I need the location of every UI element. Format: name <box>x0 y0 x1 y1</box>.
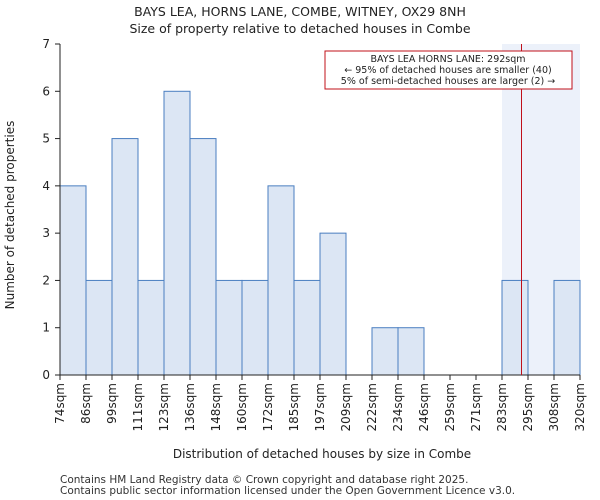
x-tick-label: 209sqm <box>339 383 353 431</box>
bar-160sqm <box>241 279 269 376</box>
x-tick-label: 123sqm <box>157 383 171 431</box>
x-tick-label: 222sqm <box>365 383 379 431</box>
bar-197sqm <box>319 232 347 376</box>
y-tick-label: 5 <box>42 132 50 146</box>
x-tick-label: 295sqm <box>521 383 535 431</box>
bar-111sqm <box>137 279 165 376</box>
bar-136sqm <box>189 138 217 376</box>
bar-74sqm <box>59 185 87 376</box>
y-tick-label: 4 <box>42 179 50 193</box>
annotation-line-1: BAYS LEA HORNS LANE: 292sqm <box>370 54 525 65</box>
bar-283sqm <box>501 279 529 376</box>
y-axis-label: Number of detached properties <box>3 121 17 310</box>
x-tick-label: 197sqm <box>313 383 327 431</box>
bar-308sqm <box>553 279 581 376</box>
x-tick-label: 136sqm <box>183 383 197 431</box>
chart-subtitle: Size of property relative to detached ho… <box>129 21 471 36</box>
footer-line-2: Contains public sector information licen… <box>60 485 516 497</box>
bar-185sqm <box>293 279 321 376</box>
annotation-line-2: ← 95% of detached houses are smaller (40… <box>344 65 551 76</box>
bar-148sqm <box>215 279 243 376</box>
y-tick-label: 6 <box>42 84 50 98</box>
bar-99sqm <box>111 138 139 376</box>
x-tick-label: 259sqm <box>443 383 457 431</box>
x-tick-label: 86sqm <box>79 383 93 424</box>
bar-86sqm <box>85 279 113 376</box>
y-tick-label: 1 <box>42 321 50 335</box>
x-tick-label: 160sqm <box>235 383 249 431</box>
annotation-box <box>324 50 573 90</box>
bar-123sqm <box>163 90 191 376</box>
bar-234sqm <box>397 327 425 376</box>
x-tick-label: 308sqm <box>547 383 561 431</box>
bar-222sqm <box>371 327 399 376</box>
x-tick-label: 320sqm <box>573 383 587 431</box>
x-axis-label: Distribution of detached houses by size … <box>173 447 471 461</box>
x-tick-label: 74sqm <box>53 383 67 424</box>
annotation-line-3: 5% of semi-detached houses are larger (2… <box>341 76 555 87</box>
bar-172sqm <box>267 185 295 376</box>
chart-title: BAYS LEA, HORNS LANE, COMBE, WITNEY, OX2… <box>134 4 466 19</box>
x-tick-label: 148sqm <box>209 383 223 431</box>
y-tick-label: 0 <box>42 368 50 382</box>
x-tick-label: 185sqm <box>287 383 301 431</box>
x-tick-label: 234sqm <box>391 383 405 431</box>
y-tick-label: 3 <box>42 226 50 240</box>
x-tick-label: 111sqm <box>131 383 145 431</box>
x-tick-label: 99sqm <box>105 383 119 424</box>
y-tick-label: 7 <box>42 37 50 51</box>
x-tick-label: 283sqm <box>495 383 509 431</box>
x-tick-label: 271sqm <box>469 383 483 431</box>
x-tick-label: 246sqm <box>417 383 431 431</box>
footer-line-1: Contains HM Land Registry data © Crown c… <box>60 474 469 486</box>
x-tick-label: 172sqm <box>261 383 275 431</box>
y-tick-label: 2 <box>42 273 50 287</box>
